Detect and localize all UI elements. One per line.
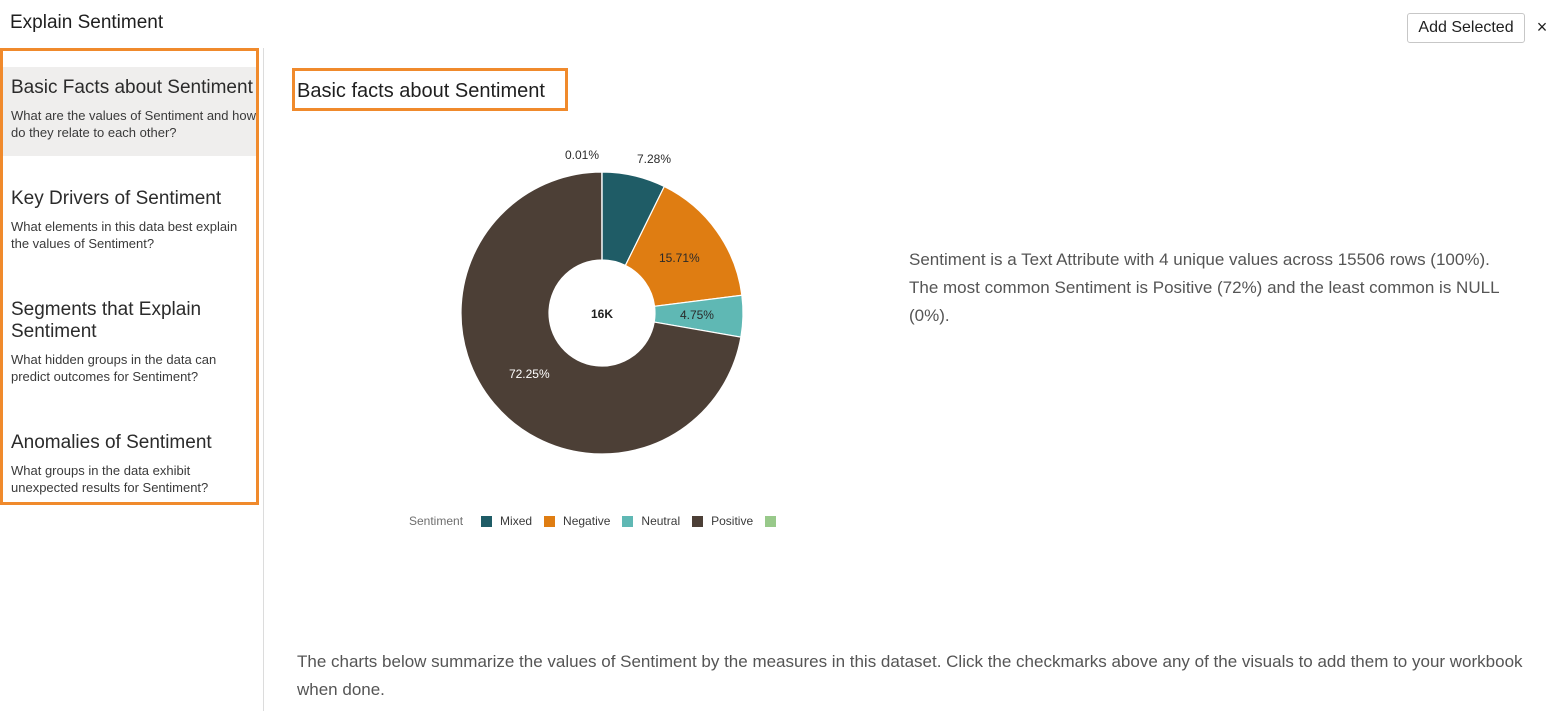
legend-label: Negative bbox=[563, 514, 611, 528]
sidebar-divider bbox=[263, 48, 264, 711]
legend-label: Mixed bbox=[500, 514, 533, 528]
legend-swatch bbox=[481, 515, 493, 527]
sidebar-item-description: What groups in the data exhibit unexpect… bbox=[11, 463, 209, 495]
legend-item-null[interactable] bbox=[765, 515, 784, 527]
chart-legend: Sentiment Mixed Negative Neutral Positiv… bbox=[409, 514, 796, 528]
legend-label: Neutral bbox=[641, 514, 681, 528]
dialog-title: Explain Sentiment bbox=[10, 12, 164, 33]
section-title-highlight-frame bbox=[292, 68, 568, 111]
add-selected-button[interactable]: Add Selected bbox=[1407, 13, 1525, 43]
sidebar-item-basic-facts[interactable]: Basic Facts about Sentiment What are the… bbox=[3, 67, 256, 156]
donut-slice-negative[interactable] bbox=[624, 185, 743, 307]
donut-center-label: 16K bbox=[591, 307, 613, 321]
legend-item-neutral[interactable]: Neutral bbox=[622, 514, 680, 528]
close-icon[interactable]: × bbox=[1536, 16, 1548, 37]
donut-slice-positive[interactable] bbox=[460, 171, 742, 455]
donut-data-label: 15.71% bbox=[659, 251, 700, 265]
legend-swatch bbox=[765, 515, 777, 527]
sentiment-summary-text: Sentiment is a Text Attribute with 4 uni… bbox=[909, 250, 1499, 325]
legend-item-negative[interactable]: Negative bbox=[544, 514, 610, 528]
legend-swatch bbox=[544, 515, 556, 527]
donut-data-label: 4.75% bbox=[680, 308, 714, 322]
legend-swatch bbox=[692, 515, 704, 527]
sidebar-item-title: Segments that Explain Sentiment bbox=[11, 299, 202, 342]
sidebar-item-description: What elements in this data best explain … bbox=[11, 219, 238, 251]
sidebar-item-title: Key Drivers of Sentiment bbox=[11, 188, 222, 209]
sidebar-item-title: Anomalies of Sentiment bbox=[11, 432, 212, 453]
sidebar-item-description: What are the values of Sentiment and how… bbox=[11, 108, 256, 140]
sidebar-item-key-drivers[interactable]: Key Drivers of Sentiment What elements i… bbox=[3, 178, 256, 267]
legend-swatch bbox=[622, 515, 634, 527]
sidebar-item-description: What hidden groups in the data can predi… bbox=[11, 352, 217, 384]
sentiment-donut-chart[interactable]: 7.28% 15.71% 4.75% 72.25% 0.01% 16K bbox=[400, 140, 820, 480]
legend-item-mixed[interactable]: Mixed bbox=[481, 514, 532, 528]
sidebar-item-title: Basic Facts about Sentiment bbox=[11, 77, 253, 98]
legend-label: Positive bbox=[711, 514, 754, 528]
legend-title: Sentiment bbox=[409, 514, 464, 528]
charts-description-text: The charts below summarize the values of… bbox=[297, 652, 1523, 699]
section-title: Basic facts about Sentiment bbox=[297, 80, 545, 102]
donut-data-label: 0.01% bbox=[565, 148, 599, 162]
sidebar-highlight-frame bbox=[0, 48, 259, 505]
sidebar-item-anomalies[interactable]: Anomalies of Sentiment What groups in th… bbox=[3, 422, 256, 502]
donut-data-label: 72.25% bbox=[509, 367, 550, 381]
donut-data-label: 7.28% bbox=[637, 152, 671, 166]
legend-item-positive[interactable]: Positive bbox=[692, 514, 753, 528]
sidebar-item-segments[interactable]: Segments that Explain Sentiment What hid… bbox=[3, 289, 256, 401]
